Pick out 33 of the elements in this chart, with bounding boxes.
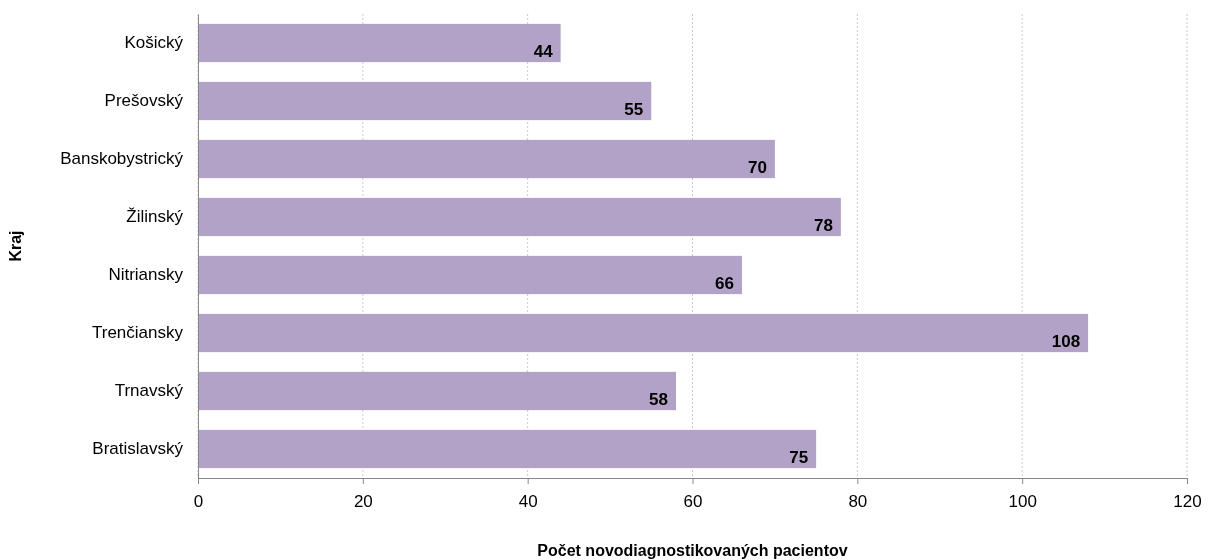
bar: [198, 255, 742, 295]
bar: [198, 197, 841, 237]
x-tick-label: 120: [1173, 492, 1202, 512]
bar: [198, 429, 817, 469]
x-tick-label: 100: [1008, 492, 1037, 512]
x-tick-label: 20: [353, 492, 373, 512]
data-label: 44: [533, 42, 554, 61]
bar: [198, 139, 775, 179]
data-label: 55: [624, 100, 644, 119]
x-tick-label: 80: [848, 492, 868, 512]
y-tick-label: Trnavský: [114, 381, 184, 401]
x-tick-label: 60: [683, 492, 703, 512]
bar: [198, 81, 652, 121]
data-label: 58: [649, 390, 669, 409]
data-label: 70: [747, 158, 767, 177]
y-tick-label: Prešovský: [104, 91, 184, 111]
y-tick-label: Banskobystrický: [60, 149, 184, 169]
bar: [198, 371, 677, 411]
data-label: 75: [789, 448, 809, 467]
data-label: 66: [715, 274, 734, 293]
y-tick-label: Bratislavský: [92, 439, 184, 459]
data-label: 108: [1051, 332, 1081, 351]
x-axis-title: Počet novodiagnostikovaných pacientov: [537, 542, 848, 559]
y-tick-label: Žilinský: [126, 207, 184, 227]
y-tick-label: Košický: [124, 33, 184, 53]
y-tick-label: Trenčiansky: [91, 323, 184, 343]
x-tick-label: 40: [518, 492, 538, 512]
x-tick-label: 0: [193, 492, 204, 512]
bar: [198, 313, 1089, 353]
bar: [198, 23, 561, 63]
y-axis-title: Kraj: [7, 230, 24, 262]
y-tick-label: Nitriansky: [108, 265, 184, 285]
data-label: 78: [813, 216, 833, 235]
